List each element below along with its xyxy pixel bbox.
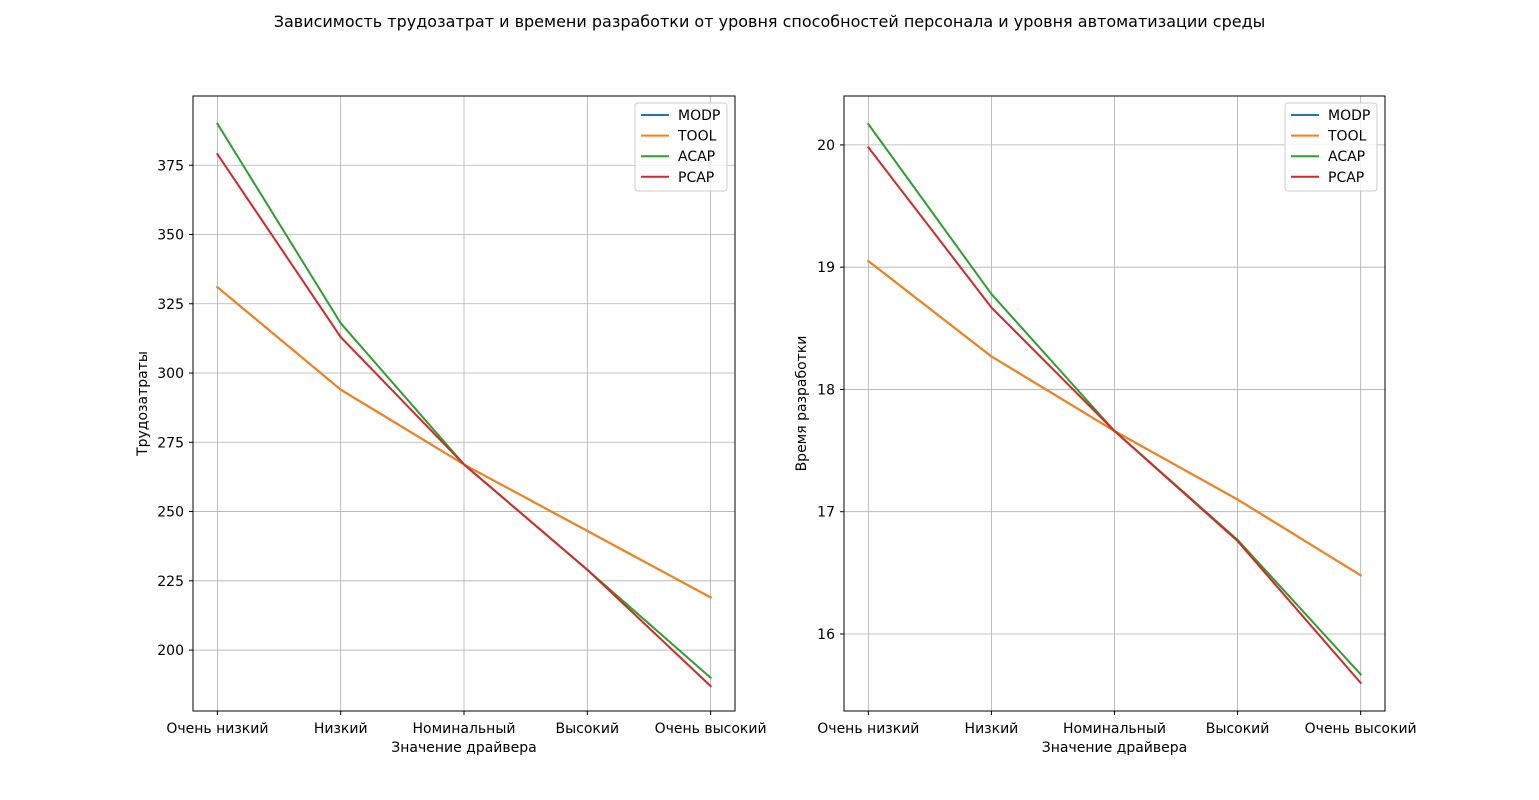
- chart1-series-pcap-line: [216, 152, 713, 688]
- chart1-y-tick-label: 200: [157, 643, 184, 659]
- chart1-y-axis-label: Трудозатраты: [135, 351, 151, 457]
- chart1-legend-label-modp: MODP: [678, 108, 720, 124]
- chart2-y-axis-label: Время разработки: [794, 336, 810, 472]
- chart2-x-tick-label: Низкий: [965, 721, 1019, 737]
- chart1-x-tick-label: Очень высокий: [655, 721, 767, 737]
- chart2-y-tick-label: 18: [817, 382, 835, 398]
- chart1-legend: MODP TOOL ACAP PCAP: [634, 102, 728, 192]
- chart1-y-tick-label: 325: [157, 297, 184, 313]
- chart2-y-tick-label: 17: [817, 505, 835, 521]
- chart1-axes: Очень низкий Низкий Номинальный Высокий Очен…: [135, 95, 767, 756]
- chart2-legend: MODP TOOL ACAP PCAP: [1284, 102, 1378, 192]
- chart2-legend-label-acap: ACAP: [1328, 149, 1365, 165]
- chart1-y-tick-label: 250: [157, 505, 184, 521]
- chart1-x-axis-label: Значение драйвера: [391, 740, 536, 756]
- chart2-x-axis-label: Значение драйвера: [1042, 740, 1187, 756]
- chart2-legend-label-modp: MODP: [1328, 108, 1370, 124]
- chart2-y-tick-label: 20: [817, 138, 835, 154]
- chart1-legend-label-acap: ACAP: [678, 149, 715, 165]
- chart1-x-tick-label: Номинальный: [413, 721, 516, 737]
- chart2-y-tick-label: 16: [817, 627, 835, 643]
- chart1-y-tick-label: 275: [157, 435, 184, 451]
- chart1-y-tick-label: 375: [157, 158, 184, 174]
- chart1-x-tick-label: Высокий: [556, 721, 620, 737]
- chart1-x-tick-label: Низкий: [314, 721, 368, 737]
- chart2-legend-label-pcap: PCAP: [1328, 170, 1364, 186]
- chart1-x-tick-label: Очень низкий: [166, 721, 268, 737]
- figure-title: Зависимость трудозатрат и времени разраб…: [273, 12, 1266, 31]
- chart1-legend-label-pcap: PCAP: [678, 170, 714, 186]
- chart2-y-tick-label: 19: [817, 260, 835, 276]
- chart2-legend-label-tool: TOOL: [1327, 129, 1367, 145]
- chart2-series-pcap-line: [866, 145, 1363, 685]
- chart1-y-tick-label: 300: [157, 366, 184, 382]
- chart2-x-tick-label: Очень высокий: [1305, 721, 1417, 737]
- chart2-legend-box: [1284, 102, 1378, 192]
- chart1-y-tick-label: 225: [157, 574, 184, 590]
- chart2-x-tick-label: Очень низкий: [817, 721, 919, 737]
- chart1-legend-box: [634, 102, 728, 192]
- chart2-x-tick-label: Номинальный: [1063, 721, 1166, 737]
- chart2-x-tick-label: Высокий: [1206, 721, 1270, 737]
- chart1-legend-label-tool: TOOL: [677, 129, 717, 145]
- chart1-y-tick-label: 350: [157, 228, 184, 244]
- chart2-axes: Очень низкий Низкий Номинальный Высокий Очен…: [794, 95, 1417, 756]
